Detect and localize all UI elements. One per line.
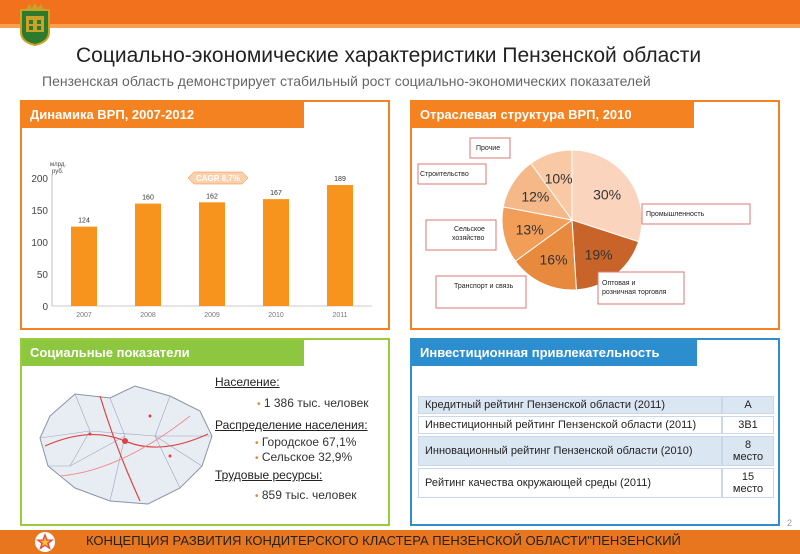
region-map: [39, 385, 213, 505]
table-row: Кредитный рейтинг Пензенской области (20…: [418, 396, 774, 414]
social-panel: Социальные показатели Население: • 1 386…: [20, 338, 390, 526]
x-tick-label: 2009: [204, 312, 220, 319]
bar-data-label: 189: [334, 176, 346, 183]
bar-data-label: 162: [206, 193, 218, 200]
coat-of-arms-icon: [20, 3, 50, 46]
pie-slice: [501, 206, 574, 262]
rating-value: 3В1: [722, 416, 774, 434]
table-row: Инвестиционный рейтинг Пензенской област…: [418, 416, 774, 434]
pie-slice: [530, 149, 573, 222]
pie-pct-label: 30%: [593, 186, 621, 202]
grp-bar-chart: млрд. руб. 0 50 100 150 200 124 2007 160 2008 162…: [31, 162, 372, 319]
x-tick-label: 2007: [76, 312, 92, 319]
sector-structure-panel: Отраслевая структура ВРП, 2010 Прочие Ст…: [410, 100, 780, 330]
unit-label-1: млрд.: [50, 162, 66, 168]
label-transport: Транспорт и связь: [454, 283, 514, 290]
page-subtitle: Пензенская область демонстрирует стабиль…: [42, 73, 651, 89]
investment-panel: Инвестиционная привлекательность Кредитн…: [410, 338, 780, 526]
y-tick-label: 100: [31, 238, 48, 249]
star-logo-icon: [35, 532, 55, 552]
sector-pie-chart: Прочие Строительство Сельское хозяйство …: [417, 137, 751, 309]
label-agriculture-1: Сельское: [454, 226, 485, 233]
investment-heading: Инвестиционная привлекательность: [412, 340, 697, 366]
social-heading: Социальные показатели: [22, 340, 304, 366]
label-industry: Промышленность: [646, 211, 705, 218]
sector-structure-heading: Отраслевая структура ВРП, 2010: [412, 102, 694, 128]
bar: [327, 185, 353, 306]
labor-item: • 859 тыс. человек: [255, 488, 357, 502]
rating-value: 15 место: [722, 468, 774, 498]
pie-slice: [571, 149, 643, 243]
investment-table: Кредитный рейтинг Пензенской области (20…: [418, 394, 774, 500]
y-tick-label: 50: [37, 270, 49, 281]
bar-data-label: 124: [78, 218, 90, 225]
population-value: 1 386 тыс. человек: [263, 396, 369, 410]
population-heading: Население:: [215, 375, 280, 389]
page-title: Социально-экономические характеристики П…: [76, 44, 702, 67]
rural-item: • Сельское 32,9%: [255, 450, 352, 464]
cagr-annotation: CAGR 8,7%: [187, 171, 249, 185]
rating-value: A: [722, 396, 774, 414]
table-row: Инновационный рейтинг Пензенской области…: [418, 436, 774, 466]
grp-dynamics-heading: Динамика ВРП, 2007-2012: [22, 102, 304, 128]
pie-pct-label: 10%: [545, 171, 573, 187]
y-tick-label: 0: [42, 302, 48, 313]
bar: [135, 203, 161, 306]
label-construction: Строительство: [420, 171, 469, 178]
labor-heading: Трудовые ресурсы:: [215, 468, 323, 482]
unit-label-2: руб.: [52, 169, 64, 175]
pie-pct-label: 16%: [540, 251, 568, 267]
label-trade-1: Оптовая и: [602, 280, 636, 287]
pie-pct-label: 12%: [521, 189, 549, 205]
y-tick-label: 200: [31, 174, 48, 185]
bullet-icon: •: [255, 453, 259, 464]
label-trade-2: розничная торговля: [602, 289, 667, 296]
page-number: 2: [787, 518, 793, 528]
bullet-icon: •: [255, 438, 259, 449]
grp-dynamics-panel: Динамика ВРП, 2007-2012 млрд. руб. 0 50 10…: [20, 100, 390, 330]
urban-item: • Городское 67,1%: [255, 435, 356, 449]
table-row: Рейтинг качества окружающей среды (2011)…: [418, 468, 774, 498]
x-tick-label: 2008: [140, 312, 156, 319]
pie-slice: [514, 219, 577, 291]
rural-value: Сельское 32,9%: [261, 450, 353, 464]
footer-bar: [0, 530, 800, 554]
population-item: • 1 386 тыс. человек: [257, 396, 369, 410]
label-agriculture-2: хозяйство: [452, 234, 484, 242]
rating-value: 8 место: [722, 436, 774, 466]
top-bar: [0, 0, 800, 24]
bar: [263, 199, 289, 306]
rating-label: Инвестиционный рейтинг Пензенской област…: [418, 416, 722, 434]
bullet-icon: •: [257, 399, 261, 410]
rating-label: Инновационный рейтинг Пензенской области…: [418, 436, 722, 466]
urban-value: Городское 67,1%: [261, 435, 357, 449]
distribution-heading: Распределение населения:: [215, 418, 368, 432]
pie-pct-label: 13%: [516, 221, 544, 237]
bullet-icon: •: [255, 491, 259, 502]
labor-value: 859 тыс. человек: [261, 488, 357, 502]
pie-pct-label: 19%: [585, 246, 613, 262]
y-tick-label: 150: [31, 206, 48, 217]
cagr-label: CAGR 8,7%: [196, 174, 240, 183]
rating-label: Рейтинг качества окружающей среды (2011): [418, 468, 722, 498]
bar: [199, 202, 225, 306]
top-bar-stripe: [0, 24, 800, 28]
bar-data-label: 167: [270, 190, 282, 197]
footer-text: КОНЦЕПЦИЯ РАЗВИТИЯ КОНДИТЕРСКОГО КЛАСТЕР…: [86, 533, 681, 548]
x-tick-label: 2011: [332, 312, 347, 319]
bar: [71, 226, 97, 306]
bar-data-label: 160: [142, 195, 154, 202]
x-tick-label: 2010: [268, 312, 284, 319]
label-other: Прочие: [476, 145, 500, 152]
rating-label: Кредитный рейтинг Пензенской области (20…: [418, 396, 722, 414]
